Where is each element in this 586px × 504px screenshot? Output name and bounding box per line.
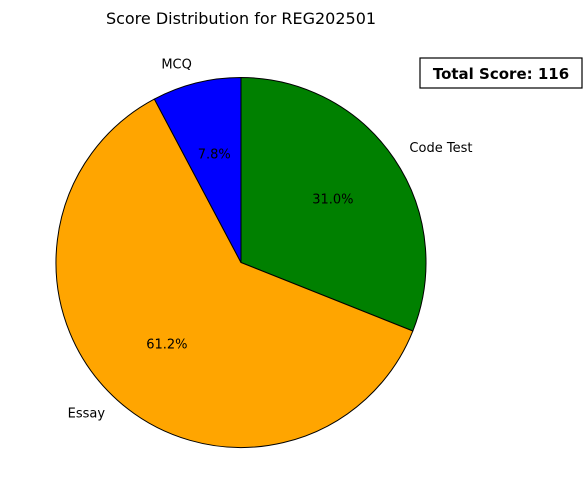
slice-label-essay: Essay (68, 406, 106, 421)
pie-slice-code-test (240, 77, 427, 332)
pie-slice-mcq (153, 77, 242, 263)
slice-label-code-test: Code Test (409, 141, 472, 156)
pct-label-mcq: 7.8% (198, 147, 231, 162)
total-score-box (419, 57, 583, 89)
slice-label-mcq: MCQ (161, 58, 192, 73)
pie-labels: Code Test 31.0% Essay 61.2% MCQ 7.8% (68, 58, 473, 422)
pie-slice-essay (55, 98, 414, 448)
total-score-text: Total Score: 116 (433, 65, 569, 83)
total-score-annotation: Total Score: 116 (419, 57, 583, 89)
chart-title: Score Distribution for REG202501 (106, 9, 376, 28)
pie-slices (55, 77, 427, 448)
pct-label-code-test: 31.0% (312, 193, 353, 208)
pct-label-essay: 61.2% (146, 338, 187, 353)
